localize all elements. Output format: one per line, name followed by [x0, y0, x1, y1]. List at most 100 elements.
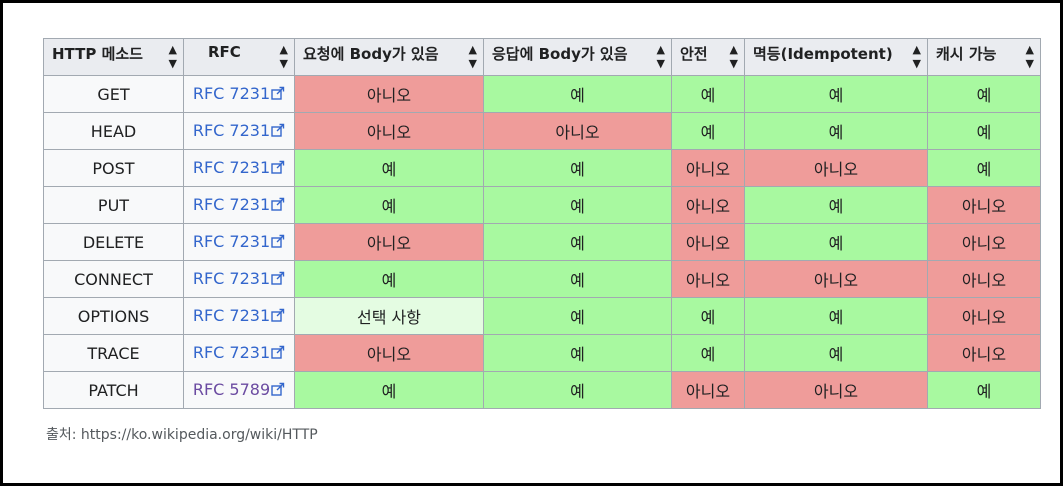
external-link-icon	[271, 85, 285, 104]
rfc-link[interactable]: RFC 7231	[193, 269, 285, 288]
external-link-icon	[271, 159, 285, 178]
rfc-link-label: RFC 7231	[192, 232, 271, 251]
response-body-cell: 아니오	[483, 112, 672, 150]
table-row: PUT RFC 7231 예 예 아니오 예 아니오	[43, 186, 1041, 224]
external-link-icon	[271, 344, 285, 363]
table-row: POST RFC 7231 예 예 아니오 아니오 예	[43, 149, 1041, 187]
external-link-icon	[271, 122, 285, 141]
cacheable-cell: 아니오	[927, 223, 1041, 261]
rfc-cell: RFC 7231	[183, 112, 295, 150]
rfc-link[interactable]: RFC 5789	[193, 380, 285, 399]
idempotent-cell: 예	[744, 186, 928, 224]
request-body-cell: 선택 사항	[294, 297, 484, 335]
column-header-rfc[interactable]: RFC ▲ ▼	[183, 38, 295, 76]
sort-arrows-icon[interactable]: ▲ ▼	[729, 43, 738, 70]
response-body-cell: 예	[483, 223, 672, 261]
safe-cell: 아니오	[671, 260, 745, 298]
request-body-cell: 예	[294, 260, 484, 298]
rfc-link-label: RFC 7231	[192, 121, 271, 140]
rfc-cell: RFC 7231	[183, 186, 295, 224]
sort-arrows-icon[interactable]: ▲ ▼	[168, 43, 177, 70]
rfc-link-label: RFC 5789	[192, 380, 271, 399]
safe-cell: 아니오	[671, 149, 745, 187]
rfc-link[interactable]: RFC 7231	[193, 158, 285, 177]
column-header-cacheable[interactable]: 캐시 가능 ▲ ▼	[927, 38, 1041, 76]
rfc-cell: RFC 7231	[183, 297, 295, 335]
response-body-cell: 예	[483, 186, 672, 224]
safe-cell: 예	[671, 112, 745, 150]
rfc-link[interactable]: RFC 7231	[193, 232, 285, 251]
request-body-cell: 예	[294, 149, 484, 187]
sort-arrows-icon[interactable]: ▲ ▼	[1025, 43, 1034, 70]
cacheable-cell: 예	[927, 112, 1041, 150]
source-citation: 출처: https://ko.wikipedia.org/wiki/HTTP	[46, 427, 318, 443]
table-row: PATCH RFC 5789 예 예 아니오 아니오 예	[43, 371, 1041, 409]
response-body-cell: 예	[483, 149, 672, 187]
cacheable-cell: 예	[927, 371, 1041, 409]
column-header-safe[interactable]: 안전 ▲ ▼	[671, 38, 745, 76]
method-cell: POST	[43, 149, 184, 187]
http-methods-table: HTTP 메소드 ▲ ▼ RFC ▲ ▼ 요청에 Body가 있음 ▲ ▼ 응답에 Body…	[43, 38, 1041, 409]
rfc-link[interactable]: RFC 7231	[193, 121, 285, 140]
column-header-response-body[interactable]: 응답에 Body가 있음 ▲ ▼	[483, 38, 672, 76]
idempotent-cell: 아니오	[744, 260, 928, 298]
table-row: GET RFC 7231 아니오 예 예 예 예	[43, 75, 1041, 113]
cacheable-cell: 예	[927, 75, 1041, 113]
method-cell: OPTIONS	[43, 297, 184, 335]
safe-cell: 아니오	[671, 371, 745, 409]
sort-arrows-icon[interactable]: ▲ ▼	[656, 43, 665, 70]
idempotent-cell: 예	[744, 112, 928, 150]
request-body-cell: 아니오	[294, 75, 484, 113]
request-body-cell: 아니오	[294, 112, 484, 150]
safe-cell: 아니오	[671, 223, 745, 261]
sort-arrows-icon[interactable]: ▲ ▼	[279, 43, 288, 70]
response-body-cell: 예	[483, 297, 672, 335]
method-cell: DELETE	[43, 223, 184, 261]
rfc-link[interactable]: RFC 7231	[193, 343, 285, 362]
idempotent-cell: 아니오	[744, 371, 928, 409]
request-body-cell: 예	[294, 371, 484, 409]
external-link-icon	[271, 233, 285, 252]
column-header-request-body[interactable]: 요청에 Body가 있음 ▲ ▼	[294, 38, 484, 76]
table-row: OPTIONS RFC 7231 선택 사항 예 예 예 아니오	[43, 297, 1041, 335]
method-cell: TRACE	[43, 334, 184, 372]
response-body-cell: 예	[483, 260, 672, 298]
safe-cell: 예	[671, 75, 745, 113]
cacheable-cell: 아니오	[927, 297, 1041, 335]
rfc-link[interactable]: RFC 7231	[193, 84, 285, 103]
external-link-icon	[271, 196, 285, 215]
cacheable-cell: 예	[927, 149, 1041, 187]
table-body: GET RFC 7231 아니오 예 예 예 예 HEAD RFC 7231 아니오 아니오 예 예 예 P…	[43, 75, 1041, 409]
request-body-cell: 아니오	[294, 334, 484, 372]
sort-arrows-icon[interactable]: ▲ ▼	[468, 43, 477, 70]
method-cell: GET	[43, 75, 184, 113]
safe-cell: 아니오	[671, 186, 745, 224]
header-row: HTTP 메소드 ▲ ▼ RFC ▲ ▼ 요청에 Body가 있음 ▲ ▼ 응답에 Body…	[43, 38, 1041, 76]
rfc-link[interactable]: RFC 7231	[193, 306, 285, 325]
method-cell: CONNECT	[43, 260, 184, 298]
rfc-cell: RFC 7231	[183, 260, 295, 298]
rfc-link-label: RFC 7231	[192, 343, 271, 362]
column-header-idempotent[interactable]: 멱등(Idempotent) ▲ ▼	[744, 38, 928, 76]
rfc-cell: RFC 7231	[183, 149, 295, 187]
idempotent-cell: 예	[744, 223, 928, 261]
table-row: CONNECT RFC 7231 예 예 아니오 아니오 아니오	[43, 260, 1041, 298]
column-header-method[interactable]: HTTP 메소드 ▲ ▼	[43, 38, 184, 76]
external-link-icon	[271, 270, 285, 289]
rfc-link-label: RFC 7231	[192, 269, 271, 288]
cacheable-cell: 아니오	[927, 186, 1041, 224]
idempotent-cell: 예	[744, 334, 928, 372]
rfc-cell: RFC 5789	[183, 371, 295, 409]
idempotent-cell: 예	[744, 297, 928, 335]
rfc-link-label: RFC 7231	[192, 306, 271, 325]
idempotent-cell: 예	[744, 75, 928, 113]
rfc-link[interactable]: RFC 7231	[193, 195, 285, 214]
rfc-cell: RFC 7231	[183, 223, 295, 261]
cacheable-cell: 아니오	[927, 260, 1041, 298]
external-link-icon	[271, 307, 285, 326]
sort-arrows-icon[interactable]: ▲ ▼	[912, 43, 921, 70]
method-cell: PUT	[43, 186, 184, 224]
external-link-icon	[271, 381, 285, 400]
safe-cell: 예	[671, 297, 745, 335]
